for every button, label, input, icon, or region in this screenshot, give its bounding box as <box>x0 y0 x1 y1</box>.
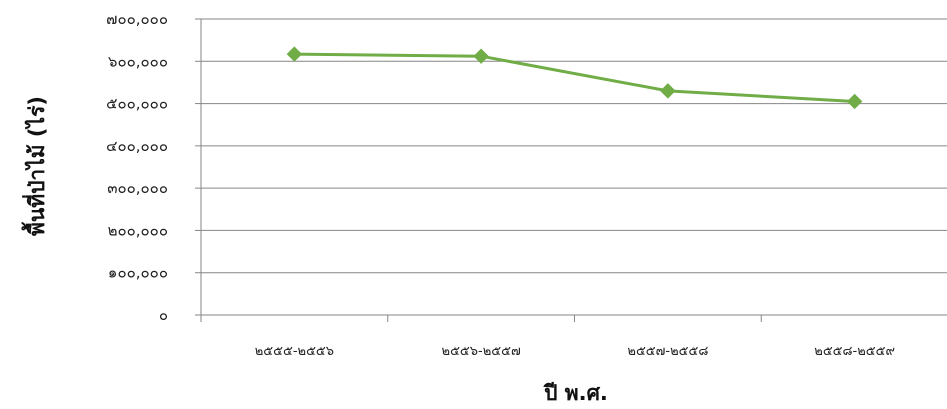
data-point-marker <box>846 93 863 110</box>
y-tick-label: ๕๐๐,๐๐๐ <box>106 95 168 113</box>
x-tick-label: ๒๕๕๘-๒๕๕๙ <box>814 344 895 359</box>
series-group <box>286 46 863 110</box>
x-tick-label: ๒๕๕๖-๒๕๕๗ <box>442 344 521 359</box>
x-axis-title: ปี พ.ศ. <box>542 381 608 405</box>
gridlines <box>201 18 947 274</box>
axes <box>195 18 947 322</box>
series-line <box>294 52 855 103</box>
x-tick-label: ๒๕๕๕-๒๕๕๖ <box>255 344 334 359</box>
y-tick-label: ๗๐๐,๐๐๐ <box>106 10 168 28</box>
y-axis-title: พื้นที่ป่าไม้ (ไร่) <box>21 96 49 236</box>
data-point-marker <box>660 83 676 99</box>
x-tick-label: ๒๕๕๗-๒๕๕๘ <box>627 344 708 359</box>
y-tick-label: ๑๐๐,๐๐๐ <box>108 264 168 282</box>
y-tick-label: ๒๐๐,๐๐๐ <box>108 221 168 239</box>
data-point-marker <box>286 46 303 62</box>
y-tick-labels: ๐ ๑๐๐,๐๐๐ ๒๐๐,๐๐๐ ๓๐๐,๐๐๐ ๔๐๐,๐๐๐ ๕๐๐,๐๐๐ ๖๐๐,… <box>106 10 168 324</box>
y-tick-label: ๐ <box>159 306 168 324</box>
y-tick-label: ๔๐๐,๐๐๐ <box>106 137 168 155</box>
y-tick-label: ๖๐๐,๐๐๐ <box>108 52 168 70</box>
y-tick-label: ๓๐๐,๐๐๐ <box>107 179 168 197</box>
data-point-marker <box>473 48 489 64</box>
x-tick-labels: ๒๕๕๕-๒๕๕๖ ๒๕๕๖-๒๕๕๗ ๒๕๕๗-๒๕๕๘ ๒๕๕๘-๒๕๕๙ <box>255 344 895 359</box>
